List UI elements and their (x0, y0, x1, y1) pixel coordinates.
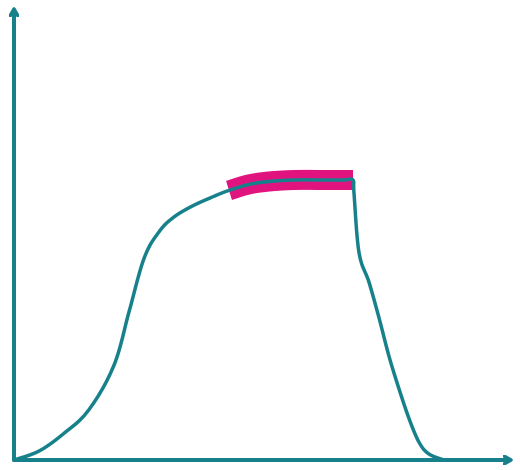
series-line (12, 177, 446, 462)
